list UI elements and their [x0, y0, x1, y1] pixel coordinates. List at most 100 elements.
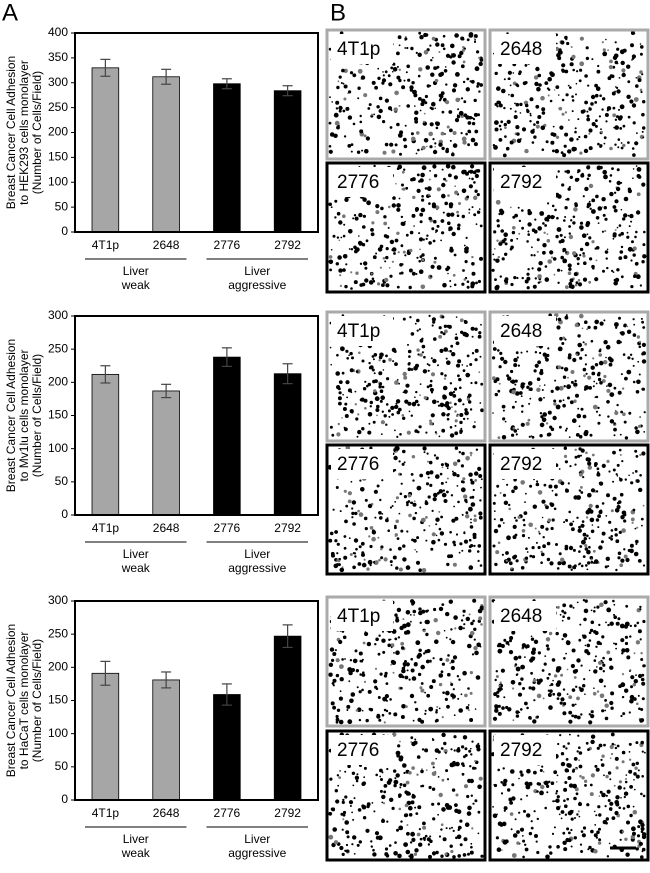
cell-dot [599, 795, 601, 797]
cell-dot [542, 412, 547, 417]
cell-dot [618, 138, 621, 141]
cell-dot [338, 423, 340, 425]
cell-dot [394, 613, 397, 616]
cell-dot [620, 493, 624, 497]
cell-dot [630, 43, 634, 47]
cell-dot [569, 546, 573, 550]
cell-dot [554, 826, 556, 828]
cell-dot [601, 197, 605, 201]
cell-dot [405, 676, 409, 680]
cell-dot [561, 63, 565, 67]
cell-dot [579, 775, 582, 778]
cell-dot [536, 542, 538, 544]
cell-dot [374, 379, 378, 383]
cell-dot [492, 254, 494, 256]
cell-dot [404, 495, 407, 498]
cell-dot [375, 408, 379, 412]
cell-dot [627, 80, 630, 83]
cell-dot [632, 472, 634, 474]
cell-dot [571, 381, 574, 384]
cell-dot [536, 790, 539, 793]
cell-dot [416, 319, 420, 323]
cell-dot [386, 821, 388, 823]
cell-dot [392, 505, 394, 507]
cell-dot [461, 619, 463, 621]
cell-dot [354, 797, 356, 799]
cell-dot [578, 550, 581, 553]
cell-dot [425, 516, 428, 519]
cell-dot [356, 370, 359, 373]
cell-dot [617, 745, 620, 748]
cell-dot [494, 380, 498, 384]
cell-dot [534, 810, 536, 812]
cell-dot [407, 79, 410, 82]
cell-dot [554, 89, 556, 91]
cell-dot [363, 776, 365, 778]
cell-dot [364, 278, 368, 282]
cell-dot [579, 687, 581, 689]
cell-dot [475, 708, 477, 710]
cell-dot [380, 395, 385, 400]
cell-dot [618, 552, 622, 556]
cell-dot [614, 411, 618, 415]
cell-dot [473, 628, 476, 631]
cell-dot [555, 149, 559, 153]
cell-dot [445, 83, 447, 85]
y-axis-label: (Number of Cells/Field) [30, 639, 44, 762]
cell-dot [470, 519, 472, 521]
cell-dot [604, 699, 607, 702]
cell-dot [441, 412, 445, 416]
cell-dot [471, 481, 475, 485]
cell-dot [377, 68, 379, 70]
cell-dot [537, 226, 542, 231]
cell-dot [609, 807, 613, 811]
cell-dot [595, 94, 599, 98]
cell-dot [641, 113, 645, 117]
cell-dot [565, 429, 567, 431]
cell-dot [459, 451, 461, 453]
cell-dot [440, 403, 445, 408]
cell-dot [633, 806, 635, 808]
cell-dot [378, 559, 381, 562]
cell-dot [378, 381, 380, 383]
cell-dot [524, 501, 526, 503]
cell-dot [410, 621, 412, 623]
cell-dot [437, 265, 442, 270]
cell-dot [564, 206, 567, 209]
cell-dot [470, 382, 472, 384]
cell-dot [413, 614, 415, 616]
cell-dot [379, 97, 383, 101]
cell-dot [620, 104, 625, 109]
cell-dot [450, 345, 453, 348]
cell-dot [328, 539, 332, 543]
cell-dot [634, 652, 636, 654]
cell-dot [554, 508, 557, 511]
cell-dot [351, 843, 353, 845]
cell-dot [605, 717, 609, 721]
x-tick-label: 2776 [214, 521, 241, 535]
cell-dot [398, 408, 402, 412]
cell-dot [469, 184, 473, 188]
cell-dot [434, 618, 438, 622]
cell-dot [356, 669, 359, 672]
cell-dot [362, 659, 364, 661]
cell-dot [428, 495, 431, 498]
cell-dot [591, 621, 595, 625]
cell-dot [620, 638, 624, 642]
cell-dot [535, 364, 539, 368]
cell-dot [362, 710, 364, 712]
cell-dot [449, 600, 453, 604]
cell-dot [375, 560, 379, 564]
cell-dot [390, 240, 394, 244]
cell-dot [540, 369, 543, 372]
cell-dot [478, 57, 480, 59]
cell-dot [607, 790, 611, 794]
cell-dot [362, 243, 365, 246]
cell-dot [331, 101, 333, 103]
cell-dot [401, 704, 406, 709]
cell-dot [587, 376, 591, 380]
cell-dot [380, 207, 384, 211]
cell-dot [415, 391, 417, 393]
cell-dot [525, 646, 528, 649]
cell-dot [616, 404, 618, 406]
